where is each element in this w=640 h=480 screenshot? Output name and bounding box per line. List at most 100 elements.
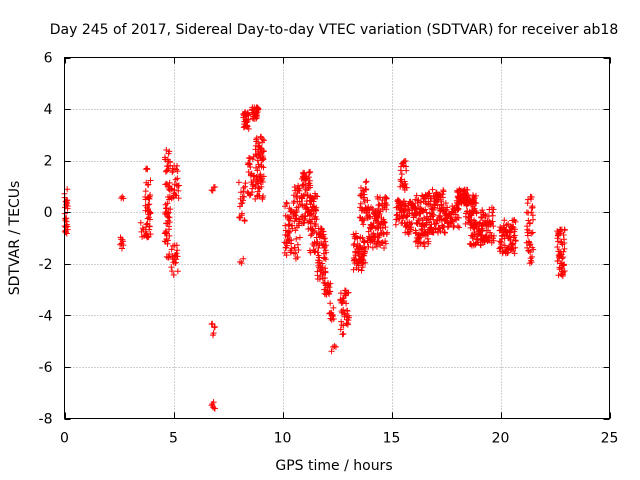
data-point [559,255,566,262]
data-point [442,229,449,236]
data-point [561,227,568,234]
data-point [366,207,373,214]
data-point [330,304,337,311]
data-point [444,204,451,211]
data-point [345,289,352,296]
data-point [299,181,306,188]
data-point [292,227,299,234]
data-point [312,213,319,220]
data-point [245,116,252,123]
data-point [283,252,290,259]
data-point [322,256,329,263]
data-point [402,181,409,188]
data-point [511,250,518,257]
data-point [295,246,302,253]
data-point [171,186,178,193]
data-point [166,179,173,186]
data-point [423,209,430,216]
x-tick-label: 0 [60,431,69,447]
data-point [260,137,267,144]
data-point [507,229,514,236]
data-point [321,243,328,250]
data-point [120,195,127,202]
data-point [395,216,402,223]
data-point [296,216,303,223]
data-point [163,146,170,153]
data-point [327,280,334,287]
data-point [383,202,390,209]
data-point [379,239,386,246]
data-point [529,253,536,260]
data-point [380,218,387,225]
data-point [247,191,254,198]
data-point [306,169,313,176]
data-point [165,209,172,216]
data-point [421,239,428,246]
data-point [350,242,357,249]
data-point [168,186,175,193]
data-point [323,249,330,256]
data-point [166,251,173,258]
data-point [381,219,388,226]
data-point [331,343,338,350]
data-point [528,259,535,266]
data-point [511,226,518,233]
data-point [260,192,267,199]
data-point [287,249,294,256]
grid-lines [64,57,610,419]
x-axis-label: GPS time / hours [275,458,392,474]
data-point [452,211,459,218]
data-point [365,243,372,250]
data-point [255,140,262,147]
data-point [210,330,217,337]
data-point [168,264,175,271]
data-point [489,209,496,216]
data-point [296,234,303,241]
data-point [418,199,425,206]
data-point [321,275,328,282]
data-point [512,237,519,244]
data-point [283,199,290,206]
data-point [64,226,71,233]
data-point [529,204,536,211]
data-point [292,212,299,219]
data-point [478,232,485,239]
data-point [166,196,173,203]
data-point [259,136,266,143]
data-point [338,318,345,325]
data-point [561,245,568,252]
y-tick-label: -4 [39,308,53,324]
data-point [436,225,443,232]
data-point [307,232,314,239]
data-point [527,241,534,248]
data-point [319,264,326,271]
data-point [163,230,170,237]
data-point [283,200,290,207]
data-point [257,144,264,151]
data-point [369,223,376,230]
data-point [242,180,249,187]
data-point [320,231,327,238]
data-point [211,324,218,331]
data-point [247,163,254,170]
data-point [164,237,171,244]
data-point [358,267,365,274]
data-point [253,135,260,142]
data-point [363,186,370,193]
data-point [173,242,180,249]
data-point [165,254,172,261]
data-point [498,239,505,246]
data-point [422,206,429,213]
data-point [440,188,447,195]
data-point [362,259,369,266]
data-point [429,186,436,193]
data-point [312,221,319,228]
data-point [166,232,173,239]
data-point [357,200,364,207]
data-point [367,214,374,221]
data-point [478,225,485,232]
data-point [145,195,152,202]
data-point [404,206,411,213]
data-point [436,212,443,219]
data-point [355,262,362,269]
